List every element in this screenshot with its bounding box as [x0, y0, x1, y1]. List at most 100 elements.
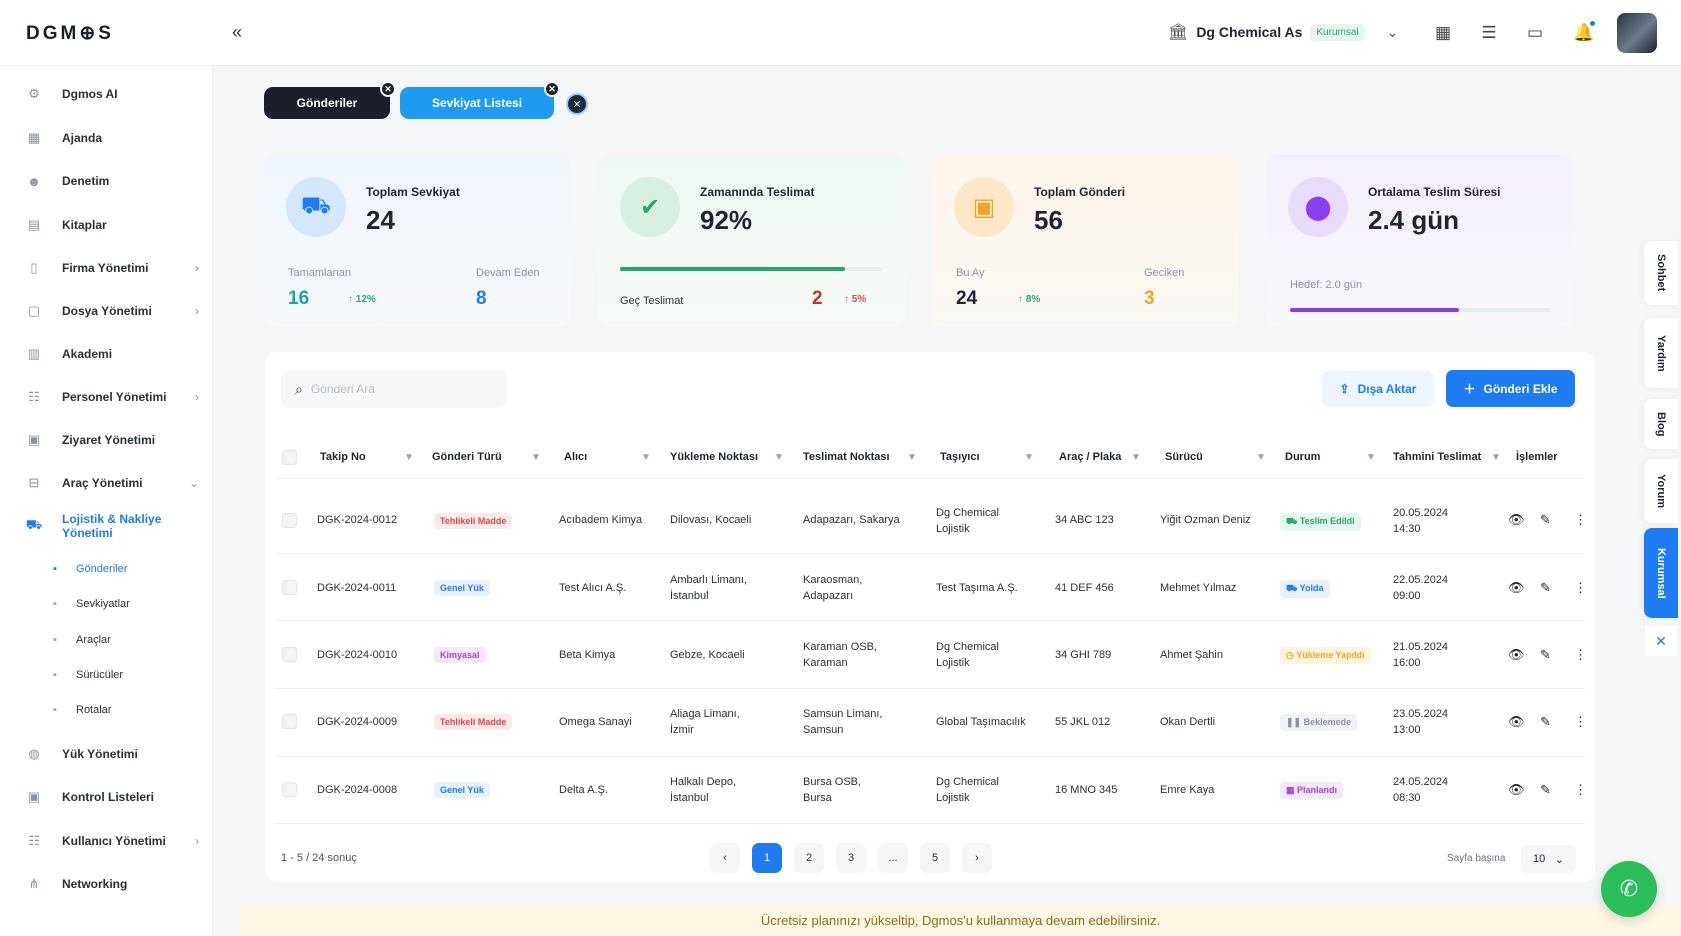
per-page-select[interactable]: 10 ⌄: [1521, 845, 1576, 873]
edit-icon[interactable]: ✎: [1540, 714, 1551, 729]
row-checkbox[interactable]: [282, 714, 297, 729]
collapse-sidebar-icon[interactable]: «: [232, 22, 243, 42]
sidebar-item-dgmos-ai[interactable]: ⚙ Dgmos AI: [24, 82, 199, 106]
close-icon[interactable]: ✕: [544, 81, 560, 97]
tab-gonderiler[interactable]: Gönderiler ✕: [264, 81, 396, 119]
export-button[interactable]: ⇪ Dışa Aktar: [1322, 371, 1434, 407]
edit-icon[interactable]: ✎: [1540, 580, 1551, 595]
column-header[interactable]: Alıcı: [564, 451, 588, 463]
page-button[interactable]: 1: [752, 843, 782, 873]
sidebar-item-denetim[interactable]: ☻ Denetim: [24, 169, 199, 193]
search-box[interactable]: ⌕: [281, 370, 507, 408]
column-header[interactable]: Teslimat Noktası: [803, 451, 890, 463]
filter-icon[interactable]: ▼: [404, 452, 414, 463]
company-selector[interactable]: 🏛 Dg Chemical As Kurumsal ⌄: [1168, 22, 1398, 42]
bell-icon[interactable]: 🔔: [1573, 19, 1597, 44]
load-point: İzmir: [670, 724, 694, 736]
sidebar-subitem-gonderiler[interactable]: ▪ Gönderiler: [48, 559, 198, 579]
filter-icon[interactable]: ▼: [1491, 452, 1501, 463]
card-value: 2.4 gün: [1368, 205, 1460, 235]
column-header[interactable]: Takip No: [320, 451, 366, 463]
column-header[interactable]: Gönderi Türü: [432, 451, 502, 463]
row-checkbox[interactable]: [282, 647, 297, 662]
task-list-icon[interactable]: ☰: [1481, 23, 1497, 42]
filter-icon[interactable]: ▼: [1024, 452, 1034, 463]
sidebar-item-ziyaret-yonetimi[interactable]: ▣ Ziyaret Yönetimi: [24, 428, 199, 452]
sidebar-subitem-sevkiyatlar[interactable]: ▪ Sevkiyatlar: [48, 594, 198, 614]
filter-icon[interactable]: ▼: [1131, 452, 1141, 463]
sidebar-subitem-suruculer[interactable]: ▪ Sürücüler: [48, 665, 198, 685]
row-checkbox[interactable]: [282, 782, 297, 797]
view-icon[interactable]: 👁: [1508, 512, 1525, 527]
dashboard-grid-icon[interactable]: ▦: [1434, 23, 1452, 42]
filter-icon[interactable]: ▼: [774, 452, 784, 463]
sidebar-subitem-rotalar[interactable]: ▪ Rotalar: [48, 700, 198, 720]
side-tab-sohbet[interactable]: Sohbet: [1644, 241, 1678, 305]
app-logo[interactable]: DGM⊕S: [26, 23, 114, 44]
side-tab-yardim[interactable]: Yardım: [1644, 318, 1678, 388]
filter-icon[interactable]: ▼: [1256, 452, 1266, 463]
column-header[interactable]: Tahmini Teslimat: [1393, 451, 1482, 463]
carrier: Global Taşımacılık: [936, 716, 1026, 728]
view-icon[interactable]: 👁: [1508, 580, 1525, 595]
more-icon[interactable]: ⋮: [1574, 647, 1587, 662]
edit-icon[interactable]: ✎: [1540, 782, 1551, 797]
close-all-tabs-button[interactable]: ✕: [566, 93, 588, 115]
column-header[interactable]: Taşıyıcı: [940, 451, 980, 463]
upgrade-banner[interactable]: Ücretsiz planınızı yükseltip, Dgmos'u ku…: [240, 904, 1681, 936]
sidebar-item-kontrol-listeleri[interactable]: ▣ Kontrol Listeleri: [24, 785, 199, 809]
row-checkbox[interactable]: [282, 513, 297, 528]
message-icon[interactable]: ▭: [1526, 23, 1544, 42]
close-icon[interactable]: ✕: [1645, 626, 1677, 656]
edit-icon[interactable]: ✎: [1540, 647, 1551, 662]
filter-icon[interactable]: ▼: [1366, 452, 1376, 463]
sidebar-item-firma-yonetimi[interactable]: ▯ Firma Yönetimi ›: [24, 256, 199, 280]
filter-icon[interactable]: ▼: [907, 452, 917, 463]
select-all-checkbox[interactable]: [282, 450, 297, 465]
sidebar-item-ajanda[interactable]: ▦ Ajanda: [24, 126, 199, 150]
column-header[interactable]: Araç / Plaka: [1059, 451, 1122, 463]
edit-icon[interactable]: ✎: [1540, 512, 1551, 527]
more-icon[interactable]: ⋮: [1574, 580, 1587, 595]
chevron-down-icon[interactable]: ⌄: [1386, 23, 1399, 40]
sidebar-item-akademi[interactable]: ▥ Akademi: [24, 342, 199, 366]
page-ellipsis: ...: [878, 843, 908, 873]
sidebar-item-kitaplar[interactable]: ▤ Kitaplar: [24, 213, 199, 237]
side-tab-kurumsal[interactable]: Kurumsal: [1644, 528, 1678, 618]
page-button[interactable]: 2: [794, 843, 824, 873]
prev-page-icon[interactable]: ‹: [710, 843, 740, 873]
column-header[interactable]: Yükleme Noktası: [670, 451, 759, 463]
sidebar-item-lojistik[interactable]: ⛟ Lojistik & Nakliye Yönetimi: [24, 512, 214, 540]
sidebar-item-kullanici-yonetimi[interactable]: ☷ Kullanıcı Yönetimi ›: [24, 829, 199, 853]
sidebar-item-personel-yonetimi[interactable]: ☷ Personel Yönetimi ›: [24, 385, 199, 409]
view-icon[interactable]: 👁: [1508, 782, 1525, 797]
avatar[interactable]: [1617, 13, 1657, 53]
side-tab-blog[interactable]: Blog: [1644, 399, 1678, 449]
tab-sevkiyat-listesi[interactable]: Sevkiyat Listesi ✕: [400, 81, 560, 119]
add-label: Gönderi Ekle: [1483, 381, 1558, 396]
whatsapp-icon[interactable]: ✆: [1601, 861, 1657, 917]
column-header[interactable]: Durum: [1285, 451, 1321, 463]
next-page-icon[interactable]: ›: [962, 843, 992, 873]
side-tab-yorum[interactable]: Yorum: [1644, 459, 1678, 523]
page-button[interactable]: 5: [920, 843, 950, 873]
more-icon[interactable]: ⋮: [1574, 782, 1587, 797]
column-header[interactable]: Sürücü: [1165, 451, 1203, 463]
close-icon[interactable]: ✕: [380, 81, 396, 97]
receiver: Test Alıcı A.Ş.: [559, 582, 627, 594]
more-icon[interactable]: ⋮: [1574, 512, 1587, 527]
page-button[interactable]: 3: [836, 843, 866, 873]
filter-icon[interactable]: ▼: [531, 452, 541, 463]
filter-icon[interactable]: ▼: [641, 452, 651, 463]
sidebar-item-dosya-yonetimi[interactable]: ▢ Dosya Yönetimi ›: [24, 299, 199, 323]
sidebar-item-arac-yonetimi[interactable]: ⊟ Araç Yönetimi ⌄: [24, 471, 199, 495]
more-icon[interactable]: ⋮: [1574, 714, 1587, 729]
search-input[interactable]: [310, 382, 481, 396]
sidebar-subitem-araclar[interactable]: ▪ Araçlar: [48, 630, 198, 650]
sidebar-item-networking[interactable]: ⋔ Networking: [24, 872, 199, 896]
row-checkbox[interactable]: [282, 580, 297, 595]
add-shipment-button[interactable]: ＋ Gönderi Ekle: [1446, 370, 1575, 407]
view-icon[interactable]: 👁: [1508, 714, 1525, 729]
sidebar-item-yuk-yonetimi[interactable]: ◍ Yük Yönetimi: [24, 742, 199, 766]
view-icon[interactable]: 👁: [1508, 647, 1525, 662]
